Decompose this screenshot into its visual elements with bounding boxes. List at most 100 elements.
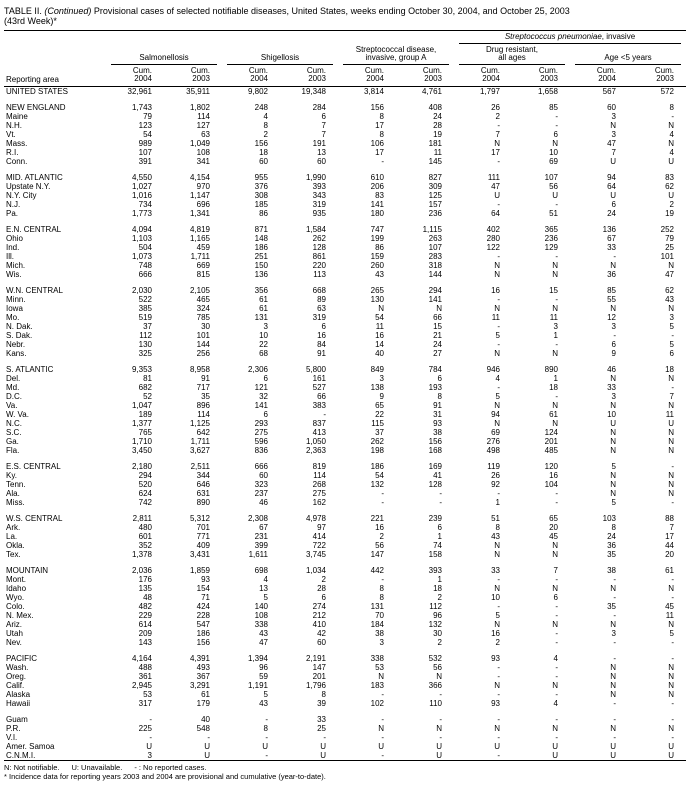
cell-value: 101 [196, 330, 210, 340]
cell-value: 871 [254, 224, 268, 234]
table-row: N.Y. City 1,016 1,147 308 343 83 125 U U U U [4, 191, 686, 200]
cell-reporting-area: Wash. [6, 662, 29, 672]
cell-value: - [555, 601, 558, 611]
cell-value: 108 [196, 147, 210, 157]
cell-value: N [436, 671, 442, 681]
cell-value: N [610, 723, 616, 733]
cell-value: 442 [370, 565, 384, 575]
cell-value: - [439, 488, 442, 498]
cell-reporting-area: PACIFIC [6, 653, 37, 663]
cell-value: 1 [553, 330, 558, 340]
cell-reporting-area: Tex. [6, 549, 21, 559]
cell-reporting-area: Amer. Samoa [6, 741, 55, 751]
cell-value: N [552, 540, 558, 550]
cell-reporting-area: Nev. [6, 637, 22, 647]
cell-value: 5 [495, 330, 500, 340]
cell-value: 17 [375, 120, 384, 130]
cell-reporting-area: Iowa [6, 303, 23, 313]
cell-value: 86 [259, 208, 268, 218]
header-spacer-cell [4, 44, 106, 65]
cell-value: 147 [312, 662, 326, 672]
table-row: Md. 682 717 121 527 138 193 - 18 33 - [4, 383, 686, 392]
cell-value: 1 [495, 497, 500, 507]
cell-value: N [552, 348, 558, 358]
cell-value: 459 [196, 242, 210, 252]
cell-value: 8 [495, 522, 500, 532]
cell-value: U [552, 190, 558, 200]
column-header: Cum. 2003 [164, 64, 222, 87]
cell-value: 60 [259, 470, 268, 480]
group-spacer [4, 708, 686, 715]
cell-value: 20 [549, 522, 558, 532]
cell-value: 19 [433, 129, 442, 139]
cell-value: - [439, 714, 442, 724]
cell-value: 6 [321, 321, 326, 331]
table-row: D.C. 52 35 32 66 9 8 5 - 3 7 [4, 392, 686, 401]
cell-value: 701 [196, 522, 210, 532]
cell-value: 40 [201, 714, 210, 724]
cell-value: 6 [611, 199, 616, 209]
table-row: C.N.M.I. 3 U - U - U - U U U [4, 751, 686, 761]
cell-value: 4,819 [189, 224, 210, 234]
cell-value: - [497, 750, 500, 760]
cell-value: 59 [259, 671, 268, 681]
table-row: Ariz. 614 547 338 410 184 132 N N N N [4, 620, 686, 629]
cell-reporting-area: MID. ATLANTIC [6, 172, 63, 182]
cell-reporting-area: Alaska [6, 689, 31, 699]
cell-value: 81 [143, 373, 152, 383]
cell-value: - [613, 698, 616, 708]
cell-reporting-area: Del. [6, 373, 21, 383]
cell-value: - [497, 574, 500, 584]
cell-value: - [265, 732, 268, 742]
cell-value: 601 [138, 531, 152, 541]
cell-value: 1,016 [131, 190, 152, 200]
cell-value: 1,796 [305, 680, 326, 690]
cell-value: 2 [321, 574, 326, 584]
cell-value: 970 [196, 181, 210, 191]
table-row: S. ATLANTIC 9,353 8,958 2,306 5,800 849 784 946… [4, 365, 686, 374]
cell-value: N [552, 619, 558, 629]
cell-value: N [494, 619, 500, 629]
cell-value: N [668, 260, 674, 270]
cell-value: 1,341 [189, 208, 210, 218]
cell-value: 16 [549, 470, 558, 480]
cell-value: U [552, 741, 558, 751]
cell-value: 44 [665, 540, 674, 550]
cell-value: 21 [433, 330, 442, 340]
cell-value: 43 [375, 269, 384, 279]
cell-value: 1,773 [131, 208, 152, 218]
salmonellosis-header: Salmonellosis [106, 44, 222, 65]
cell-value: 144 [428, 269, 442, 279]
cell-value: 88 [665, 513, 674, 523]
cell-value: 13 [259, 583, 268, 593]
cell-reporting-area: MOUNTAIN [6, 565, 49, 575]
cell-reporting-area: Upstate N.Y. [6, 181, 51, 191]
cell-value: 6 [611, 339, 616, 349]
table-row: Miss. 742 890 46 162 - - 1 - 5 - [4, 498, 686, 507]
cell-value: 3 [611, 391, 616, 401]
reporting-area-header: Reporting area [4, 64, 106, 87]
cell-value: 6 [263, 373, 268, 383]
cell-value: 156 [370, 102, 384, 112]
table-row: Conn. 391 341 60 60 - 145 - 69 U U [4, 157, 686, 166]
cell-value: 646 [196, 479, 210, 489]
cell-value: - [671, 382, 674, 392]
cell-value: N [552, 583, 558, 593]
table-row: P.R. 225 548 8 25 N N N N N N [4, 724, 686, 733]
cell-value: 60 [259, 156, 268, 166]
column-header: Cum. 2003 [280, 64, 338, 87]
cell-value: N [610, 470, 616, 480]
cell-value: - [555, 120, 558, 130]
cell-value: 572 [660, 86, 674, 96]
cell-value: 206 [370, 181, 384, 191]
cell-value: N [494, 723, 500, 733]
cell-value: 2,180 [131, 461, 152, 471]
cell-value: 3,627 [189, 445, 210, 455]
cell-value: 22 [259, 339, 268, 349]
cell-value: 56 [433, 662, 442, 672]
cell-value: - [381, 732, 384, 742]
table-row: Oreg. 361 367 59 201 N N - - N N [4, 672, 686, 681]
cell-value: 46 [607, 364, 616, 374]
cell-value: N [610, 120, 616, 130]
